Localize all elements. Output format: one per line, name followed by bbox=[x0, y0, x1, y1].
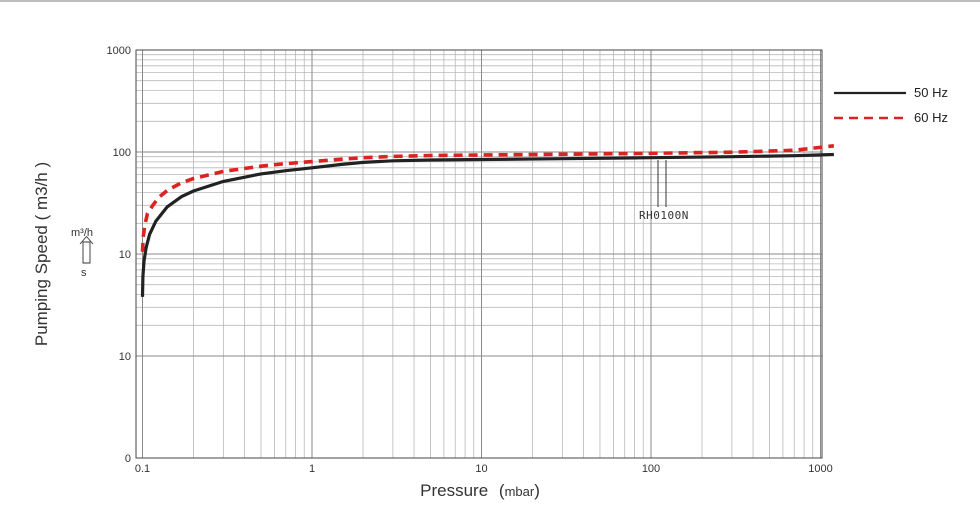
x-tick-label: 1000 bbox=[808, 463, 832, 475]
model-annotation: RH0100N bbox=[639, 160, 689, 222]
unit-marker-arrowhead-icon bbox=[79, 235, 94, 245]
legend: 50 Hz 60 Hz bbox=[834, 85, 948, 125]
x-tick-labels: 0.1 1 10 100 1000 bbox=[135, 463, 833, 475]
plot-frame bbox=[135, 49, 823, 459]
y-tick-label: 1000 bbox=[107, 45, 131, 57]
x-axis-title: Pressure (mbar) bbox=[420, 481, 540, 500]
series-line-60-hz bbox=[140, 144, 835, 252]
x-tick-label: 0.1 bbox=[135, 463, 150, 475]
x-axis-title-main: Pressure bbox=[420, 481, 488, 500]
legend-label-60hz: 60 Hz bbox=[914, 110, 948, 125]
unit-marker: m³/h s bbox=[71, 227, 94, 279]
series-layer bbox=[140, 144, 835, 297]
unit-marker-arrow-icon bbox=[82, 241, 91, 264]
y-tick-label: 100 bbox=[113, 147, 131, 159]
annotation-label: RH0100N bbox=[639, 209, 689, 222]
top-rule bbox=[0, 0, 980, 2]
y-tick-label: 10 bbox=[119, 351, 131, 363]
unit-marker-bottom: s bbox=[81, 267, 87, 279]
grid-major bbox=[136, 50, 822, 458]
y-axis-title: Pumping Speed ( m3/h ) bbox=[32, 162, 51, 346]
x-tick-label: 1 bbox=[309, 463, 315, 475]
y-tick-label: 10 bbox=[119, 249, 131, 261]
legend-label-50hz: 50 Hz bbox=[914, 85, 948, 100]
x-axis-unit: mbar bbox=[505, 484, 535, 499]
y-tick-label: 0 bbox=[125, 453, 131, 465]
unit-marker-top: m³/h bbox=[71, 227, 93, 239]
series-line-50-hz bbox=[140, 152, 834, 297]
x-tick-label: 10 bbox=[475, 463, 487, 475]
x-tick-label: 100 bbox=[642, 463, 660, 475]
